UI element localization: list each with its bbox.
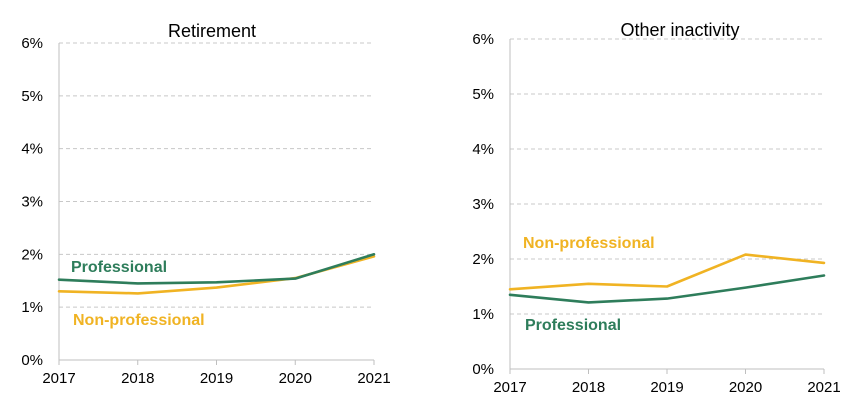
chart-title: Retirement bbox=[168, 21, 256, 41]
x-tick-label: 2021 bbox=[357, 370, 390, 387]
y-tick-label: 2% bbox=[472, 251, 494, 268]
x-tick-label: 2020 bbox=[729, 379, 762, 396]
x-tick-label: 2020 bbox=[279, 370, 312, 387]
chart-title: Other inactivity bbox=[620, 20, 739, 40]
y-tick-label: 5% bbox=[21, 88, 43, 105]
series-label-non-professional: Non-professional bbox=[523, 235, 655, 252]
x-tick-label: 2019 bbox=[200, 370, 233, 387]
y-tick-label: 1% bbox=[472, 306, 494, 323]
series-line-non-professional bbox=[508, 253, 826, 291]
series-line-professional bbox=[508, 274, 826, 304]
series-label-professional: Professional bbox=[71, 259, 167, 276]
y-tick-label: 4% bbox=[472, 141, 494, 158]
series-line-professional bbox=[57, 253, 376, 285]
x-tick-label: 2018 bbox=[121, 370, 154, 387]
y-tick-label: 3% bbox=[21, 194, 43, 211]
y-tick-label: 2% bbox=[21, 246, 43, 263]
y-tick-label: 6% bbox=[472, 31, 494, 48]
x-tick-label: 2021 bbox=[807, 379, 840, 396]
x-tick-label: 2019 bbox=[650, 379, 683, 396]
x-tick-label: 2018 bbox=[572, 379, 605, 396]
x-tick-label: 2017 bbox=[42, 370, 75, 387]
series-label-non-professional: Non-professional bbox=[73, 312, 205, 329]
y-tick-label: 0% bbox=[472, 361, 494, 378]
y-tick-label: 6% bbox=[21, 35, 43, 52]
x-tick-label: 2017 bbox=[493, 379, 526, 396]
y-tick-label: 4% bbox=[21, 141, 43, 158]
y-tick-label: 3% bbox=[472, 196, 494, 213]
chart-panel-2: Other inactivity 0% 1% 2% 3% 4% 5% 6% 2017 2018 20… bbox=[472, 20, 840, 396]
y-tick-label: 5% bbox=[472, 86, 494, 103]
y-tick-label: 0% bbox=[21, 352, 43, 369]
y-tick-label: 1% bbox=[21, 299, 43, 316]
chart-panel-1: Retirement 0% 1% 2% 3% 4% 5% 6% 2017 2018 2019 2020… bbox=[21, 21, 390, 387]
series-label-professional: Professional bbox=[525, 317, 621, 334]
